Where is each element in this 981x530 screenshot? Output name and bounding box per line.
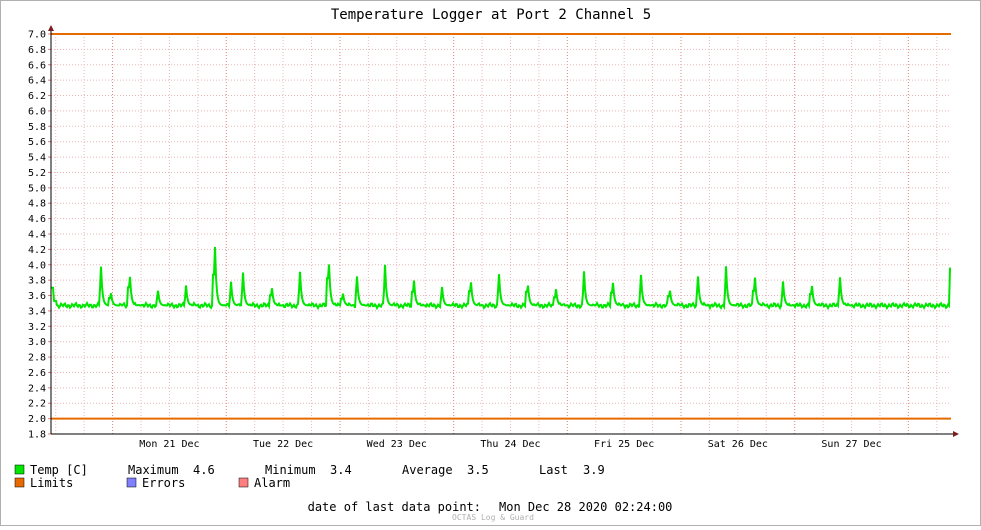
- y-tick-label: 2.6: [28, 368, 46, 379]
- x-axis-arrow: [953, 431, 959, 437]
- stat-max-label: Maximum: [128, 463, 179, 477]
- y-tick-label: 5.2: [28, 168, 46, 179]
- legend-swatch-limits: [14, 477, 25, 488]
- stat-last-label: Last: [539, 463, 568, 477]
- stat-min-value: 3.4: [330, 463, 352, 477]
- y-tick-label: 3.6: [28, 291, 46, 302]
- y-tick-label: 4.0: [28, 260, 46, 271]
- y-tick-label: 6.6: [28, 60, 46, 71]
- x-axis-ticks: Mon 21 Dec Tue 22 Dec Wed 23 Dec Thu 24 Dec…: [139, 439, 881, 450]
- legend-label-temp: Temp [C]: [30, 463, 88, 477]
- legend-label-limits: Limits: [30, 476, 73, 490]
- stat-avg-value: 3.5: [467, 463, 489, 477]
- stat-avg-label: Average: [402, 463, 453, 477]
- y-tick-label: 7.0: [28, 30, 46, 41]
- y-tick-label: 4.6: [28, 214, 46, 225]
- stat-max-value: 4.6: [193, 463, 215, 477]
- last-data-point-label: date of last data point:: [308, 500, 481, 514]
- watermark: OCTAS Log & Guard: [452, 513, 534, 522]
- grid: [51, 33, 951, 435]
- legend-swatch-temp: [14, 464, 25, 475]
- y-tick-label: 3.2: [28, 322, 46, 333]
- y-tick-label: 5.6: [28, 137, 46, 148]
- y-axis-arrow: [48, 25, 54, 31]
- legend-swatch-alarm: [238, 477, 249, 488]
- legend-swatch-errors: [126, 477, 137, 488]
- x-tick-label: Mon 21 Dec: [139, 439, 199, 450]
- stat-last-value: 3.9: [583, 463, 605, 477]
- series-line-temp: [51, 246, 951, 311]
- x-tick-label: Thu 24 Dec: [480, 439, 540, 450]
- legend-label-errors: Errors: [142, 476, 185, 490]
- y-tick-label: 1.8: [28, 430, 46, 441]
- y-tick-label: 3.4: [28, 306, 46, 317]
- y-tick-label: 2.2: [28, 399, 46, 410]
- x-tick-label: Fri 25 Dec: [594, 439, 654, 450]
- x-tick-label: Sat 26 Dec: [708, 439, 768, 450]
- y-tick-label: 4.4: [28, 230, 46, 241]
- y-tick-label: 2.4: [28, 383, 46, 394]
- y-tick-label: 6.4: [28, 76, 46, 87]
- y-tick-label: 5.8: [28, 122, 46, 133]
- limit-lines: [51, 33, 951, 420]
- y-tick-label: 3.8: [28, 276, 46, 287]
- y-tick-label: 2.8: [28, 353, 46, 364]
- y-axis-ticks: 1.8 2.0 2.2 2.4 2.6 2.8 3.0 3.2 3.4 3.6 3.8 4.0 4.2 4…: [28, 30, 51, 441]
- y-tick-label: 4.2: [28, 245, 46, 256]
- legend-label-alarm: Alarm: [254, 476, 290, 490]
- stat-min-label: Minimum: [265, 463, 316, 477]
- y-tick-label: 5.0: [28, 183, 46, 194]
- x-tick-label: Sun 27 Dec: [821, 439, 881, 450]
- y-tick-label: 4.8: [28, 199, 46, 210]
- last-data-point-value: Mon Dec 28 2020 02:24:00: [499, 500, 672, 514]
- y-tick-label: 6.0: [28, 106, 46, 117]
- y-tick-label: 6.2: [28, 91, 46, 102]
- y-tick-label: 2.0: [28, 414, 46, 425]
- x-tick-label: Tue 22 Dec: [253, 439, 313, 450]
- x-tick-label: Wed 23 Dec: [367, 439, 427, 450]
- axes: [48, 25, 959, 437]
- chart-title: Temperature Logger at Port 2 Channel 5: [331, 7, 651, 23]
- y-tick-label: 6.8: [28, 45, 46, 56]
- y-tick-label: 3.0: [28, 337, 46, 348]
- y-tick-label: 5.4: [28, 153, 46, 164]
